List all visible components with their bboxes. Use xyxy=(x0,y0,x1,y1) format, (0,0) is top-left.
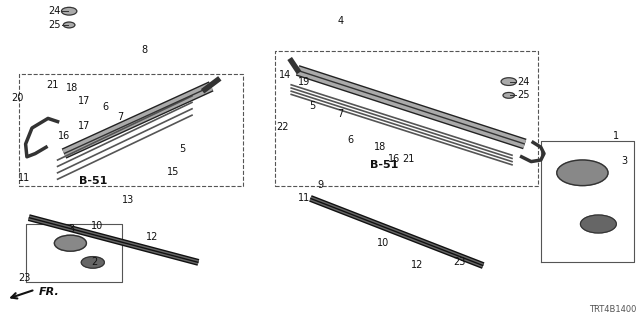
Text: 25: 25 xyxy=(517,90,530,100)
Text: 7: 7 xyxy=(337,108,344,119)
Text: 9: 9 xyxy=(317,180,323,190)
Text: 5: 5 xyxy=(179,144,186,154)
Text: 3: 3 xyxy=(68,224,75,235)
Text: 24: 24 xyxy=(49,6,61,16)
Text: 4: 4 xyxy=(337,16,344,26)
Circle shape xyxy=(580,215,616,233)
Text: B-51: B-51 xyxy=(79,176,107,186)
Text: 18: 18 xyxy=(374,141,387,152)
Text: 2: 2 xyxy=(92,257,98,267)
Text: 7: 7 xyxy=(117,112,124,122)
Text: 25: 25 xyxy=(48,20,61,30)
Text: 24: 24 xyxy=(517,76,529,87)
Text: 11: 11 xyxy=(298,193,310,203)
Text: 13: 13 xyxy=(122,195,134,205)
Text: 11: 11 xyxy=(18,172,31,183)
Text: 22: 22 xyxy=(276,122,289,132)
Text: 14: 14 xyxy=(278,70,291,80)
Text: 16: 16 xyxy=(387,154,400,164)
Text: B-51: B-51 xyxy=(370,160,398,170)
Text: 16: 16 xyxy=(58,131,70,141)
Text: 8: 8 xyxy=(141,44,147,55)
Text: 10: 10 xyxy=(91,220,104,231)
Text: 1: 1 xyxy=(612,131,619,141)
Text: 6: 6 xyxy=(102,102,109,112)
Circle shape xyxy=(501,78,516,85)
Text: 21: 21 xyxy=(46,80,59,90)
Text: 23: 23 xyxy=(18,273,31,283)
Circle shape xyxy=(81,257,104,268)
Text: 10: 10 xyxy=(376,237,389,248)
Text: 12: 12 xyxy=(411,260,424,270)
Circle shape xyxy=(54,235,86,251)
Text: 20: 20 xyxy=(12,92,24,103)
Text: FR.: FR. xyxy=(38,287,59,297)
Text: 12: 12 xyxy=(146,232,159,242)
Text: 21: 21 xyxy=(402,154,415,164)
Circle shape xyxy=(503,92,515,98)
Circle shape xyxy=(61,7,77,15)
Text: 17: 17 xyxy=(78,121,91,132)
Text: TRT4B1400: TRT4B1400 xyxy=(589,305,637,314)
Text: 3: 3 xyxy=(621,156,627,166)
Text: 23: 23 xyxy=(453,257,466,267)
Text: 17: 17 xyxy=(78,96,91,106)
Text: 15: 15 xyxy=(166,167,179,177)
Text: 6: 6 xyxy=(348,135,354,145)
Circle shape xyxy=(63,22,75,28)
Text: 5: 5 xyxy=(309,101,316,111)
Text: 19: 19 xyxy=(298,76,310,87)
Circle shape xyxy=(557,160,608,186)
Text: 18: 18 xyxy=(65,83,78,93)
